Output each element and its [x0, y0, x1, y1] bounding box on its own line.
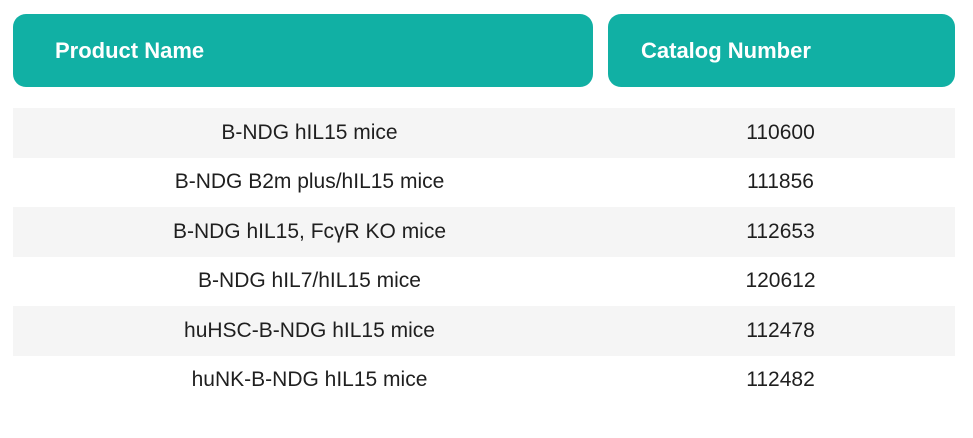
table-row: B-NDG hIL7/hIL15 mice 120612 — [13, 256, 955, 306]
product-name-cell: B-NDG B2m plus/hIL15 mice — [174, 170, 445, 194]
table-row: huNK-B-NDG hIL15 mice 112482 — [13, 355, 955, 405]
catalog-number-cell: 112653 — [746, 219, 815, 243]
catalog-number-header: Catalog Number — [608, 14, 955, 87]
table-body: B-NDG hIL15 mice 110600 B-NDG B2m plus/h… — [13, 108, 955, 405]
table-row: huHSC-B-NDG hIL15 mice 112478 — [13, 306, 955, 356]
product-name-cell: B-NDG hIL15, FcγR KO mice — [172, 219, 447, 243]
table-header: Product Name Catalog Number — [13, 14, 955, 87]
table-row: B-NDG hIL15, FcγR KO mice 112653 — [13, 207, 955, 257]
product-name-header: Product Name — [13, 14, 593, 87]
catalog-number-cell: 112478 — [746, 318, 815, 342]
table-row: B-NDG hIL15 mice 110600 — [13, 108, 955, 158]
product-name-cell: huHSC-B-NDG hIL15 mice — [184, 318, 435, 342]
product-name-cell: B-NDG hIL15 mice — [221, 120, 398, 144]
product-name-cell: huNK-B-NDG hIL15 mice — [191, 368, 428, 392]
catalog-number-cell: 112482 — [746, 368, 815, 392]
catalog-number-cell: 110600 — [746, 120, 815, 144]
product-name-cell: B-NDG hIL7/hIL15 mice — [198, 269, 421, 293]
catalog-number-cell: 111856 — [747, 170, 814, 194]
catalog-number-cell: 120612 — [745, 269, 816, 293]
table-row: B-NDG B2m plus/hIL15 mice 111856 — [13, 157, 955, 207]
